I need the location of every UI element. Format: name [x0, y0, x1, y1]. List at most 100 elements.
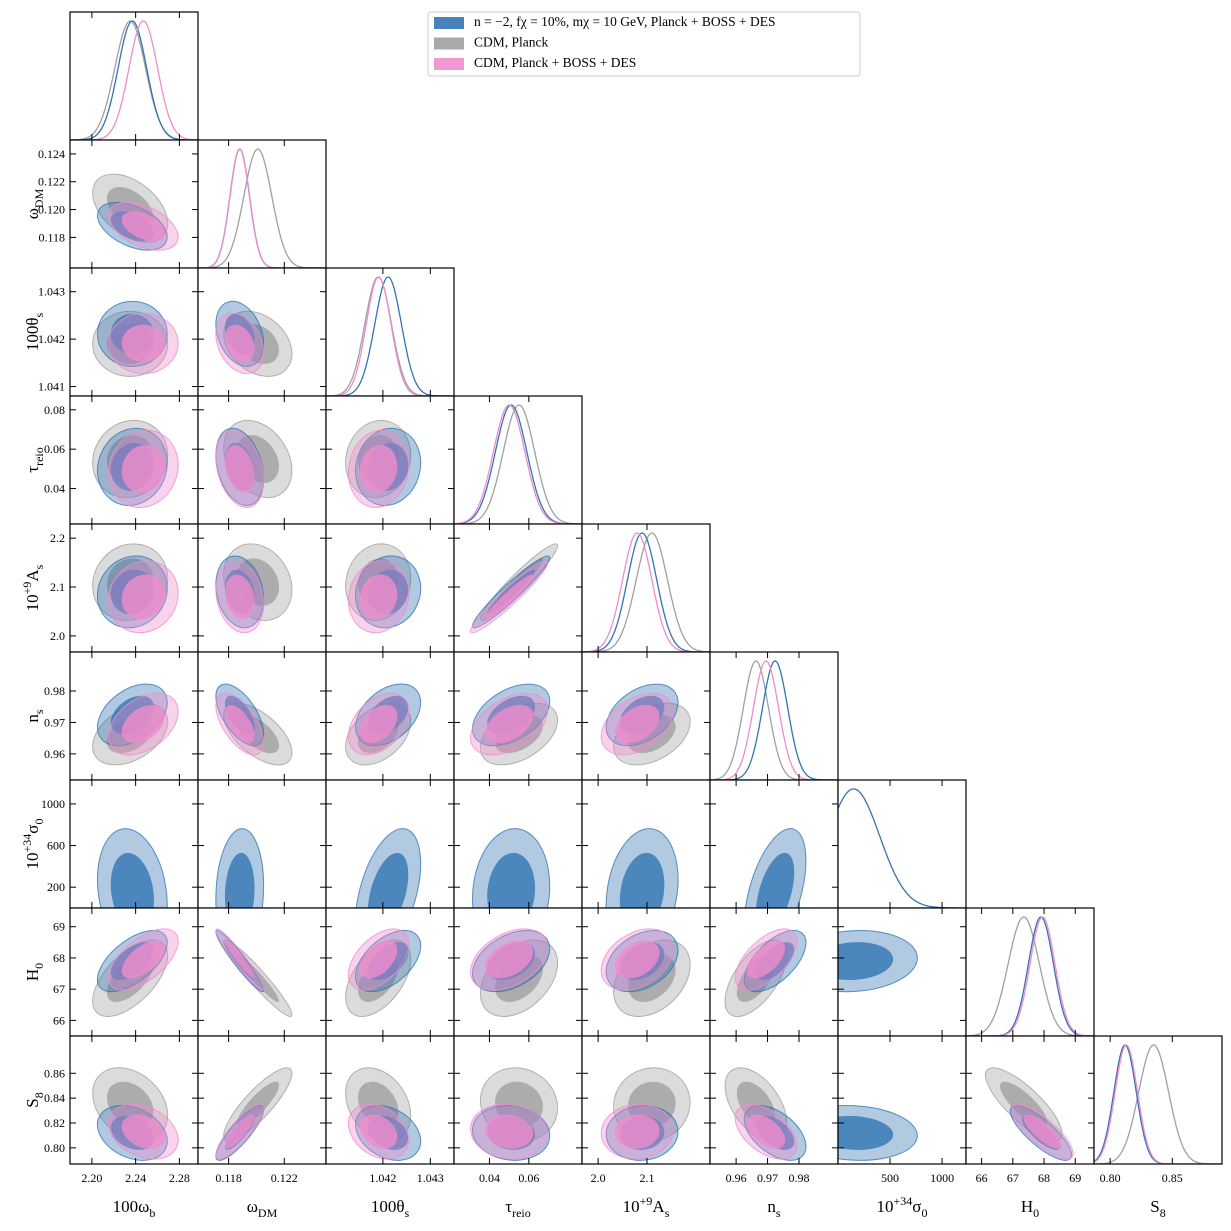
panel [70, 1036, 198, 1164]
y-tick-label: 0.04 [44, 482, 65, 496]
panel-bg [198, 652, 326, 780]
panel [70, 652, 198, 780]
contour-68 [121, 324, 165, 363]
y-tick-label: 1000 [41, 797, 65, 811]
contour-68 [359, 1114, 398, 1149]
posterior-1d [710, 660, 838, 780]
contour-68 [121, 211, 165, 242]
panel [326, 908, 454, 1036]
axis-label-part: A [652, 1197, 665, 1216]
legend-swatch [434, 17, 464, 29]
panel [70, 140, 198, 268]
x-tick-label: 2.20 [81, 1171, 102, 1185]
axis-label-part: 0 [32, 963, 46, 969]
contour-68 [485, 940, 534, 979]
contour-68 [485, 704, 534, 744]
contour-68 [1000, 1081, 1048, 1128]
panel-bg [70, 12, 198, 140]
axis-label-part: 8 [32, 1092, 46, 1098]
panel [710, 908, 838, 1036]
axis-label-part: +9 [20, 582, 34, 595]
axis-label-part: DM [258, 1206, 278, 1220]
contour-68 [224, 324, 255, 363]
legend-box [427, 11, 861, 77]
panel [70, 524, 198, 652]
x-tick-label: 0.04 [479, 1171, 500, 1185]
y-tick-label: 0.86 [44, 1066, 65, 1080]
x-tick-label: 500 [881, 1171, 899, 1185]
panel [582, 652, 710, 780]
axis-label-part: S [1150, 1197, 1159, 1216]
posterior-1d [966, 916, 1094, 1036]
panel [454, 1036, 582, 1164]
panel [326, 396, 454, 524]
axis-label: 100θs [23, 313, 46, 352]
panel [454, 908, 582, 1036]
posterior-1d [966, 916, 1094, 1036]
posterior-1d [582, 532, 710, 652]
posterior-1d [198, 148, 326, 268]
panel [198, 268, 326, 396]
panel [198, 908, 326, 1036]
axis-label-part: A [23, 569, 42, 582]
contour-68 [485, 1114, 534, 1149]
contour-68 [359, 444, 398, 493]
panel-bg [710, 652, 838, 780]
legend-label: CDM, Planck + BOSS + DES [474, 55, 636, 70]
contour-68 [614, 1114, 660, 1149]
axis-label: 10+34σ0 [877, 1194, 928, 1220]
axis-label: 10+9As [20, 564, 46, 611]
axis-label-part: DM [32, 188, 46, 208]
y-tick-label: 0.08 [44, 403, 65, 417]
contour-68 [619, 852, 665, 908]
contour-68 [367, 852, 409, 908]
posterior-1d [1094, 1044, 1222, 1164]
panel [326, 780, 454, 908]
y-tick-label: 600 [47, 839, 65, 853]
contour-68 [121, 940, 165, 979]
contour-68 [838, 1115, 894, 1150]
contour-68 [359, 574, 398, 620]
panel [710, 652, 838, 780]
x-tick-label: 0.85 [1162, 1171, 1183, 1185]
axis-label: 10+9As [623, 1194, 670, 1220]
axis-label: 100ωb [113, 1197, 156, 1220]
x-tick-label: 0.96 [726, 1171, 747, 1185]
y-tick-label: 1.043 [38, 285, 65, 299]
axis-label-part: 0 [1033, 1206, 1039, 1220]
contour-68 [224, 444, 255, 493]
y-tick-label: 0.97 [44, 715, 65, 729]
panel [198, 780, 326, 908]
posterior-1d [326, 276, 454, 396]
legend-swatch [434, 58, 464, 70]
x-tick-label: 66 [976, 1171, 988, 1185]
axis-label-part: n [767, 1197, 776, 1216]
axis-label-part: s [776, 1206, 781, 1220]
y-tick-label: 2.2 [50, 531, 65, 545]
contour-68 [614, 940, 660, 979]
x-tick-label: 1000 [930, 1171, 954, 1185]
axis-label-part: σ [23, 825, 42, 834]
contour-68 [224, 1114, 255, 1149]
axis-label-part: H [23, 969, 42, 981]
y-tick-label: 67 [53, 982, 65, 996]
panel [838, 908, 966, 1036]
axis-label: τreio [23, 447, 46, 473]
y-tick-label: 2.1 [50, 580, 65, 594]
contour-68 [121, 1114, 165, 1149]
panel-bg [966, 908, 1094, 1036]
axis-label-part: S [23, 1098, 42, 1107]
panel [326, 524, 454, 652]
axis-label-part: 100θ [23, 318, 42, 352]
y-tick-label: 0.120 [38, 203, 65, 217]
legend-label: CDM, Planck [474, 35, 549, 50]
panel [326, 652, 454, 780]
x-tick-label: 69 [1069, 1171, 1081, 1185]
axis-label: S8 [23, 1092, 46, 1107]
contour-68 [359, 704, 398, 744]
panel-frame [1093, 1035, 1223, 1165]
panel [582, 1036, 710, 1164]
x-tick-label: 0.122 [271, 1171, 298, 1185]
axis-label-part: s [32, 313, 46, 318]
